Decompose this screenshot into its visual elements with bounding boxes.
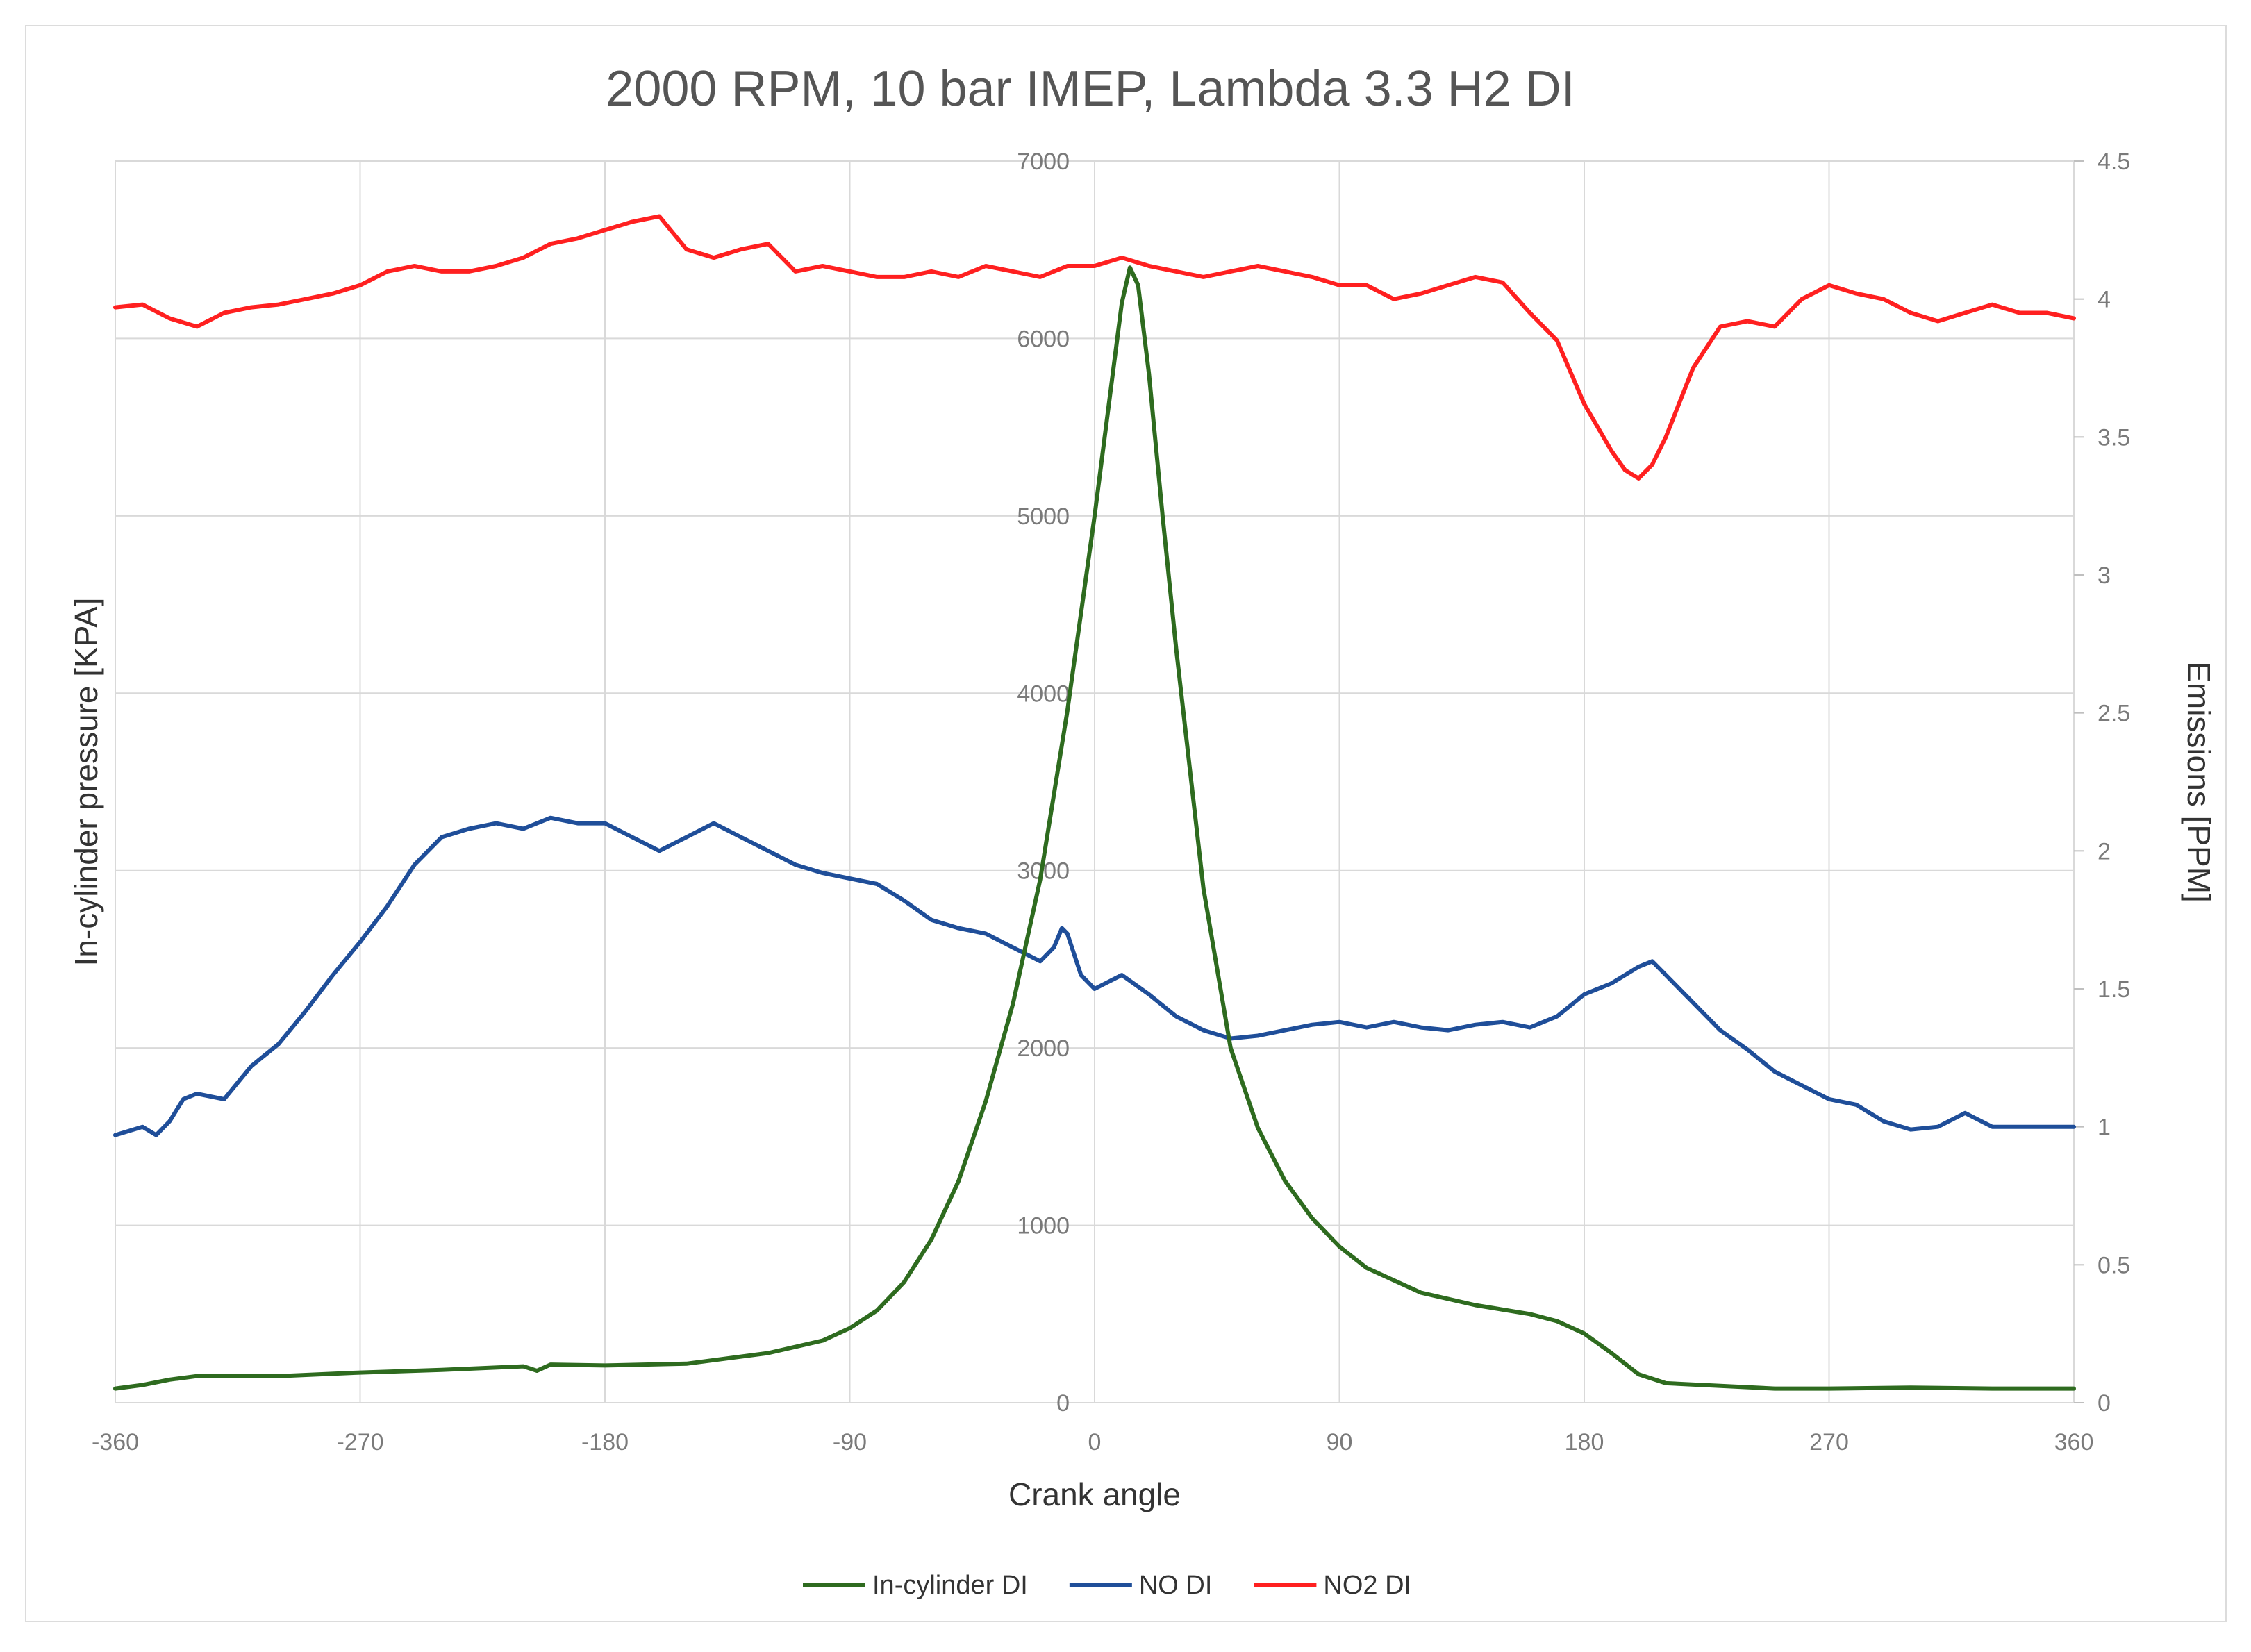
legend-label: NO DI (1139, 1571, 1213, 1600)
y-left-tick-label: 4000 (1017, 681, 1070, 707)
y-left-tick-label: 0 (1056, 1390, 1070, 1417)
series-line-no2-di (113, 214, 2076, 481)
y-left-tick-label: 5000 (1017, 503, 1070, 530)
y-right-tick-label: 4.5 (2098, 149, 2130, 175)
y-right-tick-label: 4 (2098, 287, 2111, 313)
y-left-axis-label: In-cylinder pressure [KPA] (68, 598, 104, 967)
y-right-tick-label: 0.5 (2098, 1252, 2130, 1278)
x-tick-label: 0 (1088, 1429, 1102, 1455)
y-right-tick-label: 1.5 (2098, 976, 2130, 1003)
x-tick-label: 270 (1809, 1429, 1849, 1455)
y-right-tick-label: 0 (2098, 1390, 2111, 1417)
x-tick-label: 90 (1327, 1429, 1353, 1455)
x-gridlines (115, 161, 2075, 1403)
x-tick-label: -90 (833, 1429, 867, 1455)
series-lines (113, 214, 2076, 1391)
x-axis-label: Crank angle (1008, 1476, 1181, 1512)
series-line-in-cylinder-di (113, 265, 2076, 1391)
y-right-axis-label: Emissions [PPM] (2181, 661, 2217, 903)
y-right-tick-labels: 0 0.5 1 1.5 2 2.5 3 3.5 4 4.5 (2074, 149, 2130, 1417)
x-tick-label: -180 (581, 1429, 629, 1455)
y-left-tick-label: 7000 (1017, 149, 1070, 175)
x-tick-label: 360 (2054, 1429, 2094, 1455)
x-tick-label: -270 (336, 1429, 383, 1455)
y-right-tick-label: 2 (2098, 838, 2111, 865)
y-right-tick-label: 2.5 (2098, 701, 2130, 727)
y-left-tick-label: 2000 (1017, 1035, 1070, 1062)
x-tick-label: -360 (92, 1429, 139, 1455)
y-left-tick-label: 1000 (1017, 1213, 1070, 1240)
legend: In-cylinder DI NO DI NO2 DI (803, 1571, 1411, 1600)
x-tick-label: 180 (1565, 1429, 1604, 1455)
series-line-no-di (113, 815, 2076, 1137)
y-right-tick-label: 3 (2098, 562, 2111, 589)
chart-title: 2000 RPM, 10 bar IMEP, Lambda 3.3 H2 DI (606, 61, 1575, 117)
legend-label: In-cylinder DI (872, 1571, 1028, 1600)
x-tick-labels: -360 -270 -180 -90 0 90 180 270 360 (92, 1429, 2093, 1455)
y-right-tick-label: 1 (2098, 1115, 2111, 1141)
legend-label: NO2 DI (1323, 1571, 1411, 1600)
y-right-tick-label: 3.5 (2098, 424, 2130, 451)
y-left-tick-label: 6000 (1017, 326, 1070, 352)
